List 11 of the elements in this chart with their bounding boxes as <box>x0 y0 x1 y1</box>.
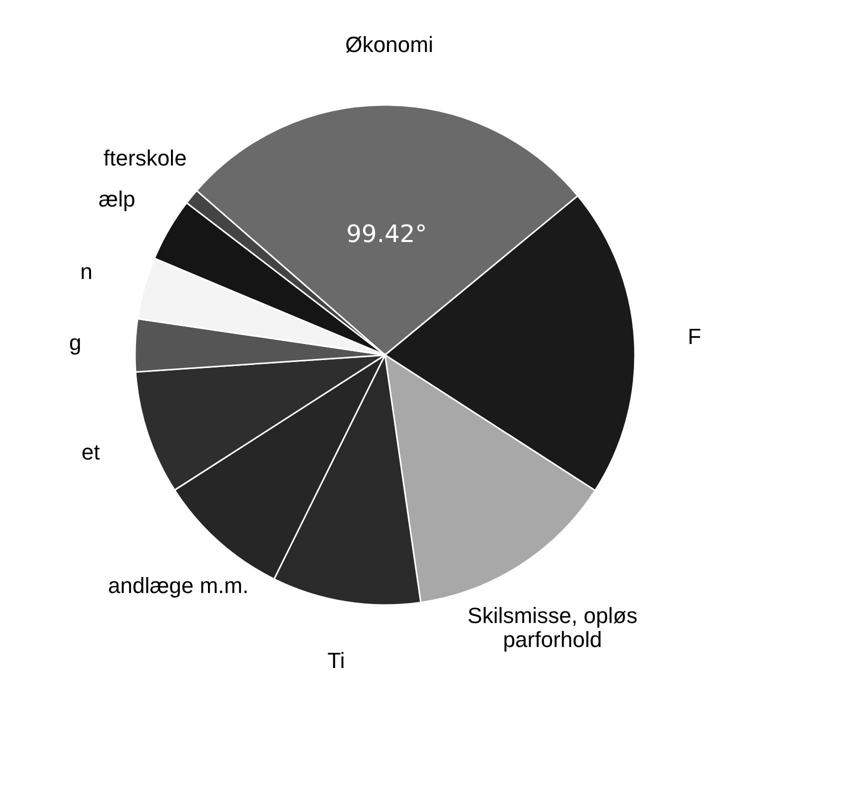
slice-label: g <box>69 330 82 355</box>
slice-label: n <box>80 258 92 284</box>
slice-label: Skilsmisse, opløs parforhold <box>468 602 638 652</box>
slice-label: Ti <box>327 648 345 674</box>
slice-label: andlæge m.m. <box>108 573 249 598</box>
slice-label: F <box>688 324 702 349</box>
slice-label: ælp <box>98 186 136 212</box>
slice-label: Økonomi <box>345 32 434 58</box>
slice-label: et <box>82 439 100 464</box>
text: 99.42° <box>346 220 427 248</box>
slice-label: fterskole <box>104 146 187 171</box>
